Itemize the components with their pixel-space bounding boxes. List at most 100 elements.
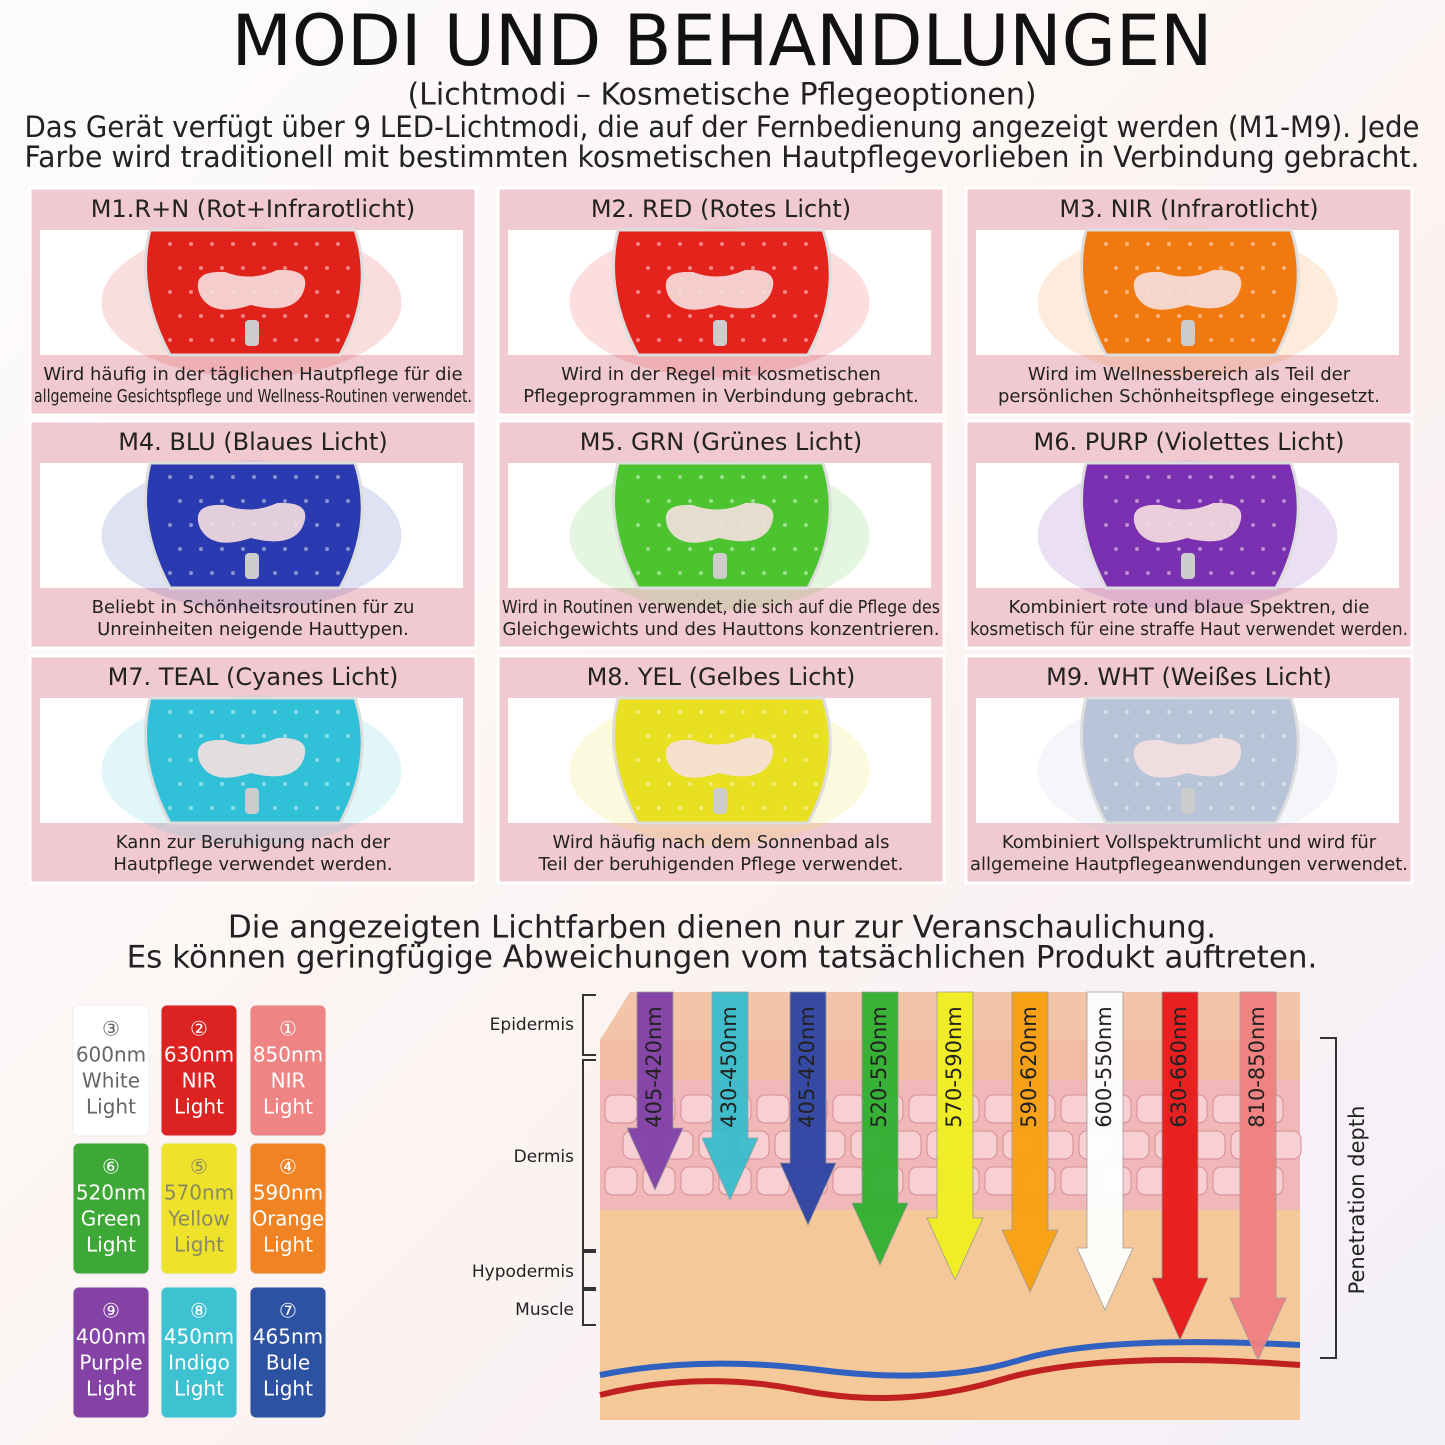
led-dot xyxy=(741,571,745,575)
mode-description: allgemeine Hautpflegeanwendungen verwend… xyxy=(970,854,1408,875)
led-dot xyxy=(657,338,661,342)
swatch xyxy=(160,1004,238,1137)
led-dot xyxy=(1272,290,1276,294)
led-dot xyxy=(168,475,172,479)
led-dot xyxy=(1146,806,1150,810)
led-dot xyxy=(231,571,235,575)
led-dot xyxy=(1272,806,1276,810)
led-dot xyxy=(720,710,724,714)
mode-description: Wird in Routinen verwendet, die sich auf… xyxy=(502,597,940,618)
led-dot xyxy=(1146,571,1150,575)
led-dot xyxy=(336,710,340,714)
led-dot xyxy=(178,547,182,551)
led-dot xyxy=(178,734,182,738)
led-dot xyxy=(1125,571,1129,575)
led-dot xyxy=(783,475,787,479)
led-dot xyxy=(241,782,245,786)
led-dot xyxy=(304,266,308,270)
led-dot xyxy=(741,806,745,810)
led-dot xyxy=(346,266,350,270)
swatch-number: ⑧ xyxy=(190,1299,208,1323)
led-dot xyxy=(1104,806,1108,810)
disclaimer-line: Es können geringfügige Abweichungen vom … xyxy=(127,940,1318,976)
led-dot xyxy=(168,242,172,246)
vein xyxy=(599,1357,1301,1401)
led-dot xyxy=(168,290,172,294)
swatch-name: Orange xyxy=(252,1207,324,1231)
led-dot xyxy=(1282,782,1286,786)
led-dot xyxy=(336,338,340,342)
led-dot xyxy=(804,710,808,714)
led-dot xyxy=(1125,338,1129,342)
led-dot xyxy=(1125,242,1129,246)
layer-bracket xyxy=(582,994,596,1056)
swatch-number: ⑥ xyxy=(102,1155,120,1179)
led-dot xyxy=(1198,499,1202,503)
led-dot xyxy=(1177,266,1181,270)
led-dot xyxy=(1188,475,1192,479)
led-dot xyxy=(699,710,703,714)
led-dot xyxy=(1251,523,1255,527)
led-dot xyxy=(1261,782,1265,786)
arrow-label: 570-590nm xyxy=(942,1006,966,1128)
led-dot xyxy=(1261,499,1265,503)
led-dot xyxy=(762,338,766,342)
led-dot xyxy=(241,547,245,551)
led-dot xyxy=(678,338,682,342)
led-dot xyxy=(1104,710,1108,714)
led-dot xyxy=(688,782,692,786)
eye-patch xyxy=(1133,269,1242,310)
light-arrow xyxy=(1076,991,1134,1311)
depth-label: Penetration depth xyxy=(1345,1106,1369,1295)
led-dot xyxy=(814,314,818,318)
led-dot xyxy=(262,499,266,503)
led-dot xyxy=(315,806,319,810)
led-dot xyxy=(1135,314,1139,318)
swatch-label: Light xyxy=(174,1377,224,1401)
led-dot xyxy=(1177,499,1181,503)
led-dot xyxy=(1230,475,1234,479)
swatch-name: Bule xyxy=(266,1351,310,1375)
led-dot xyxy=(1104,758,1108,762)
led-dot xyxy=(178,266,182,270)
led-dot xyxy=(346,499,350,503)
led-dot xyxy=(720,475,724,479)
led-dot xyxy=(304,314,308,318)
led-dot xyxy=(304,734,308,738)
mode-description: Kombiniert rote und blaue Spektren, die xyxy=(1009,597,1370,618)
led-dot xyxy=(1135,499,1139,503)
led-dot xyxy=(1282,734,1286,738)
led-dot xyxy=(1188,242,1192,246)
led-dot xyxy=(751,547,755,551)
led-dot xyxy=(1156,266,1160,270)
led-dot xyxy=(241,499,245,503)
mode-description: Beliebt in Schönheitsroutinen für zu xyxy=(92,597,415,618)
swatch-label: Light xyxy=(263,1095,313,1119)
led-dot xyxy=(720,242,724,246)
led-dot xyxy=(678,806,682,810)
led-dot xyxy=(1167,806,1171,810)
led-dot xyxy=(636,758,640,762)
led-dot xyxy=(709,547,713,551)
led-dot xyxy=(804,571,808,575)
led-dot xyxy=(1272,338,1276,342)
led-dot xyxy=(1177,314,1181,318)
led-dot xyxy=(1282,266,1286,270)
led-dot xyxy=(667,547,671,551)
led-dot xyxy=(646,734,650,738)
led-dot xyxy=(273,806,277,810)
led-dot xyxy=(241,314,245,318)
led-dot xyxy=(814,734,818,738)
layer-label: Hypodermis xyxy=(472,1262,574,1282)
swatch-wavelength: 590nm xyxy=(253,1181,323,1205)
led-dot xyxy=(678,710,682,714)
swatch-label: Light xyxy=(86,1377,136,1401)
skin-cell xyxy=(604,1094,638,1124)
arrow-label: 600-550nm xyxy=(1092,1006,1116,1128)
led-dot xyxy=(1240,547,1244,551)
led-dot xyxy=(283,734,287,738)
led-dot xyxy=(1198,314,1202,318)
led-dot xyxy=(1146,242,1150,246)
led-dot xyxy=(1261,547,1265,551)
arrow-label: 430-450nm xyxy=(717,1006,741,1128)
